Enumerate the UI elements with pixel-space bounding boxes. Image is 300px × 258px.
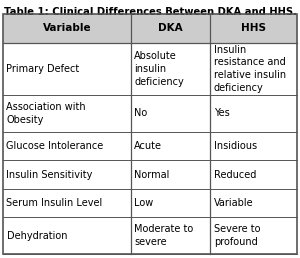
Bar [3, 217, 297, 254]
Text: Acute: Acute [134, 141, 162, 151]
Text: Moderate to
severe: Moderate to severe [134, 224, 194, 247]
Text: Variable: Variable [214, 198, 253, 208]
Bar [3, 95, 297, 132]
Text: Insulin Sensitivity: Insulin Sensitivity [7, 170, 93, 180]
Bar [3, 132, 297, 160]
Text: Absolute
insulin
deficiency: Absolute insulin deficiency [134, 51, 184, 87]
Text: Dehydration: Dehydration [7, 231, 67, 241]
Text: Association with
Obesity: Association with Obesity [7, 102, 86, 125]
Text: Insulin
resistance and
relative insulin
deficiency: Insulin resistance and relative insulin … [214, 45, 286, 93]
Text: Insidious: Insidious [214, 141, 257, 151]
Text: Variable: Variable [43, 23, 91, 33]
Bar [3, 160, 297, 189]
Text: HHS: HHS [241, 23, 266, 33]
Text: Low: Low [134, 198, 154, 208]
Text: DKA: DKA [158, 23, 183, 33]
Text: Yes: Yes [214, 108, 230, 118]
Text: Serum Insulin Level: Serum Insulin Level [7, 198, 103, 208]
Bar [3, 189, 297, 217]
Text: Severe to
profound: Severe to profound [214, 224, 260, 247]
Text: No: No [134, 108, 148, 118]
Text: Table 1: Clinical Differences Between DKA and HHS.: Table 1: Clinical Differences Between DK… [4, 7, 296, 17]
Bar [3, 14, 297, 43]
Bar [3, 43, 297, 95]
Text: Normal: Normal [134, 170, 170, 180]
Text: Reduced: Reduced [214, 170, 256, 180]
Text: Primary Defect: Primary Defect [7, 64, 80, 74]
Text: Glucose Intolerance: Glucose Intolerance [7, 141, 104, 151]
